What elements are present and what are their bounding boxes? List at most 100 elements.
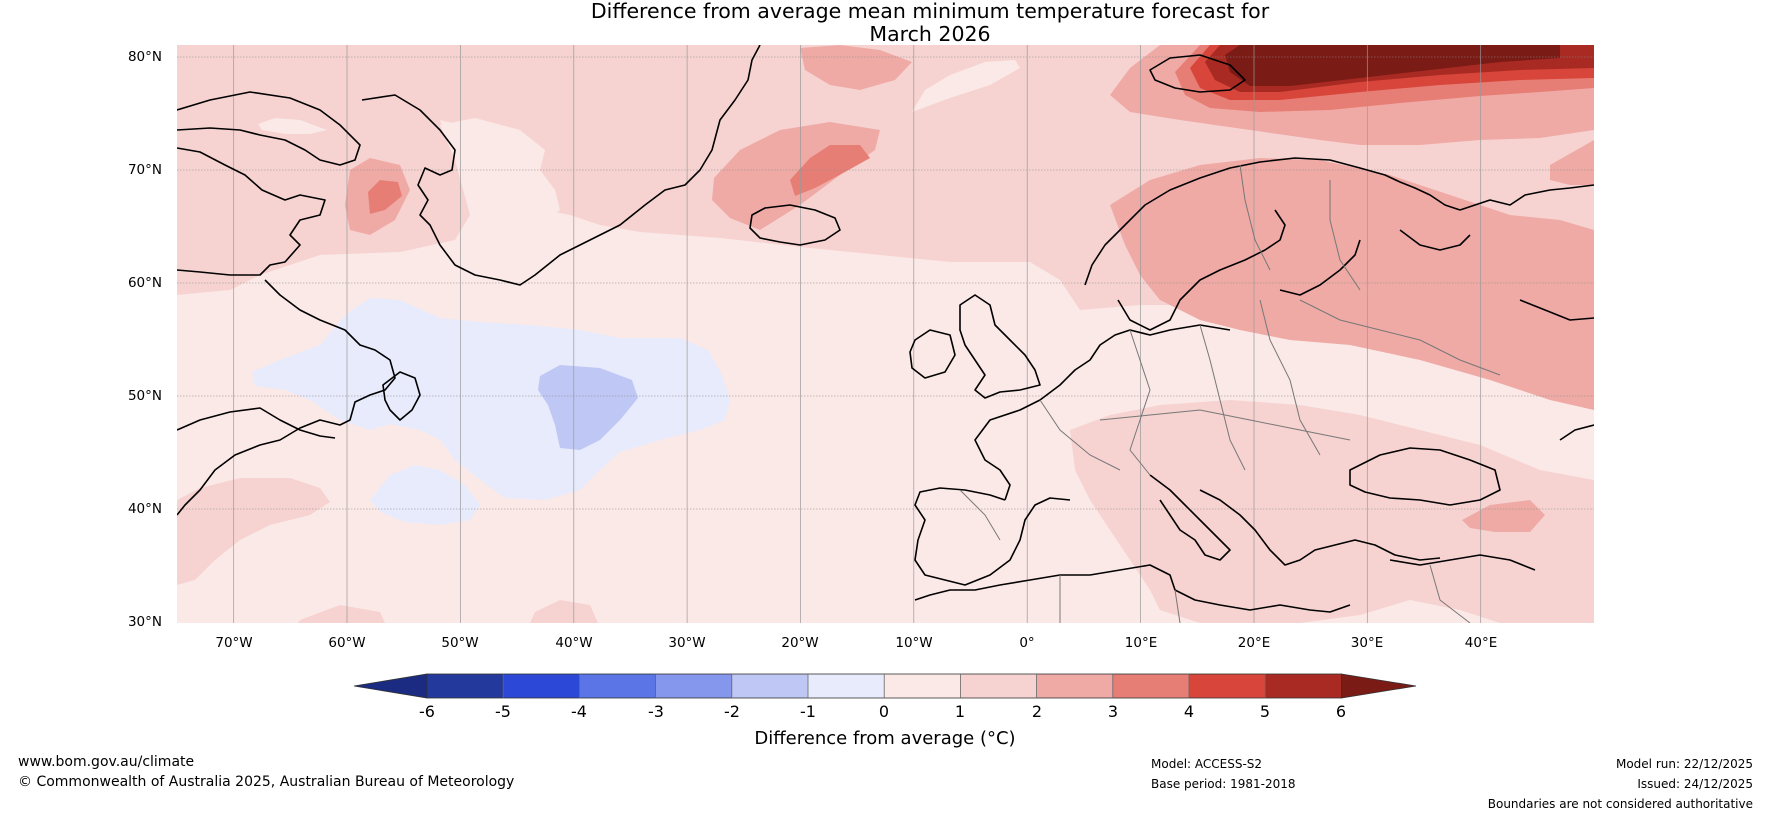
colorbar-tick: -2 bbox=[724, 702, 740, 721]
colorbar-tick: -1 bbox=[800, 702, 816, 721]
colorbar-tick: 6 bbox=[1335, 702, 1347, 721]
anomaly-1-2-mediterranean bbox=[1070, 400, 1594, 623]
colorbar-bin-0 bbox=[884, 674, 961, 698]
anomaly-2-3-east bbox=[1550, 140, 1594, 185]
labrador-coast bbox=[177, 279, 396, 516]
colorbar-bin-2 bbox=[1036, 674, 1113, 698]
baffin-coast bbox=[177, 147, 326, 276]
map-title: Difference from average mean minimum tem… bbox=[430, 0, 1430, 46]
colorbar-tick: -6 bbox=[419, 702, 435, 721]
colorbar-bin-4 bbox=[1189, 674, 1266, 698]
anomaly-neg-2-1 bbox=[538, 365, 638, 450]
greenland-coast bbox=[361, 45, 761, 286]
colorbar-over-triangle bbox=[1341, 673, 1417, 699]
lon-label-10w: 10°W bbox=[895, 635, 933, 651]
anomaly-0-1-spitsbergen bbox=[912, 60, 1020, 112]
border-2 bbox=[1199, 324, 1246, 471]
france-coast bbox=[974, 399, 1041, 501]
border-1 bbox=[1129, 329, 1151, 476]
anomaly-2-3-scandinavia bbox=[1110, 158, 1594, 410]
colorbar-under-triangle bbox=[353, 673, 428, 699]
lon-label-60w: 60°W bbox=[328, 635, 366, 651]
graticule bbox=[177, 56, 1594, 510]
lon-label-70w: 70°W bbox=[215, 635, 253, 651]
footer-copyright: © Commonwealth of Australia 2025, Austra… bbox=[18, 774, 515, 790]
coastlines bbox=[177, 45, 1594, 613]
colorbar-tick: 3 bbox=[1107, 702, 1119, 721]
colorbar-bin-neg3 bbox=[655, 674, 732, 698]
footer-base-period: Base period: 1981-2018 bbox=[1151, 777, 1296, 791]
white-sea-coast bbox=[1399, 229, 1471, 251]
lon-label-20w: 20°W bbox=[781, 635, 819, 651]
great-britain-coast bbox=[959, 294, 1041, 399]
newfoundland-coast bbox=[382, 371, 421, 421]
anomaly-2-3-svalbard bbox=[800, 45, 912, 90]
ireland-coast bbox=[909, 329, 956, 379]
colorbar bbox=[353, 673, 1417, 699]
lon-label-10e: 10°E bbox=[1124, 635, 1158, 651]
colorbar-bin-neg1 bbox=[808, 674, 885, 698]
colorbar-bin-neg6 bbox=[427, 674, 504, 698]
title-line-1: Difference from average mean minimum tem… bbox=[590, 0, 1270, 23]
border-8 bbox=[1039, 399, 1121, 471]
lon-label-40w: 40°W bbox=[555, 635, 593, 651]
colorbar-bin-neg2 bbox=[731, 674, 808, 698]
colorbar-bin-neg5 bbox=[503, 674, 580, 698]
caspian-coast bbox=[1559, 424, 1594, 441]
anomaly-over-6-arctic bbox=[1225, 45, 1560, 86]
footer-issued: Issued: 24/12/2025 bbox=[1637, 777, 1753, 791]
colorbar-tick: -3 bbox=[648, 702, 664, 721]
border-4 bbox=[1099, 409, 1351, 441]
colorbar-bin-3 bbox=[1112, 674, 1189, 698]
border-6 bbox=[1329, 180, 1361, 291]
colorbar-bin-5 bbox=[1265, 674, 1342, 698]
lat-label-60n: 60°N bbox=[127, 275, 162, 291]
iceland-coast bbox=[749, 204, 841, 246]
colorbar-tick: -5 bbox=[495, 702, 511, 721]
gulf-coast bbox=[177, 407, 336, 439]
colorbar-tick: 2 bbox=[1031, 702, 1043, 721]
border-9 bbox=[959, 489, 1001, 541]
colorbar-bin-1 bbox=[960, 674, 1037, 698]
finland-coast bbox=[1279, 239, 1361, 296]
anomaly-2-3-caspian bbox=[1462, 500, 1545, 532]
lat-label-50n: 50°N bbox=[127, 388, 162, 404]
footer-model: Model: ACCESS-S2 bbox=[1151, 757, 1263, 771]
anomaly-1-2-southwest bbox=[177, 478, 330, 585]
border-5 bbox=[1299, 299, 1501, 376]
colorbar-tick: 0 bbox=[878, 702, 890, 721]
norway-coast bbox=[1084, 157, 1461, 286]
north-africa-coast bbox=[914, 564, 1351, 613]
lon-label-20e: 20°E bbox=[1237, 635, 1271, 651]
anomaly-3-4-baffin bbox=[368, 180, 402, 214]
title-line-2: March 2026 bbox=[869, 22, 991, 46]
meridians bbox=[233, 45, 1482, 623]
anomaly-1-2-patch bbox=[530, 600, 598, 623]
lon-label-30w: 30°W bbox=[668, 635, 706, 651]
colorbar-label: Difference from average (°C) bbox=[754, 728, 1016, 749]
footer-website: www.bom.gov.au/climate bbox=[18, 754, 195, 770]
lat-label-80n: 80°N bbox=[127, 49, 162, 65]
borders bbox=[959, 164, 1501, 623]
italy-coast bbox=[1149, 474, 1231, 561]
black-sea-coast bbox=[1349, 447, 1501, 506]
russia-arctic-coast bbox=[1459, 184, 1594, 211]
svalbard-coast bbox=[1149, 54, 1246, 93]
lat-label-40n: 40°N bbox=[127, 501, 162, 517]
colorbar-tick: 1 bbox=[954, 702, 966, 721]
anomaly-1-2-patch-2 bbox=[298, 605, 385, 623]
lat-label-70n: 70°N bbox=[127, 162, 162, 178]
footer-model-run: Model run: 22/12/2025 bbox=[1615, 757, 1753, 771]
sweden-coast bbox=[1117, 209, 1286, 331]
border-12 bbox=[1429, 564, 1471, 623]
balkans-coast bbox=[1199, 489, 1441, 566]
colorbar-tick: 5 bbox=[1259, 702, 1271, 721]
border-10 bbox=[1174, 589, 1181, 623]
border-7 bbox=[1239, 164, 1271, 271]
colorbar-bin-neg4 bbox=[579, 674, 656, 698]
colorbar-tick: 4 bbox=[1183, 702, 1195, 721]
footer-disclaimer: Boundaries are not considered authoritat… bbox=[1487, 797, 1753, 811]
colorbar-tick: -4 bbox=[571, 702, 587, 721]
lon-label-40e: 40°E bbox=[1464, 635, 1498, 651]
